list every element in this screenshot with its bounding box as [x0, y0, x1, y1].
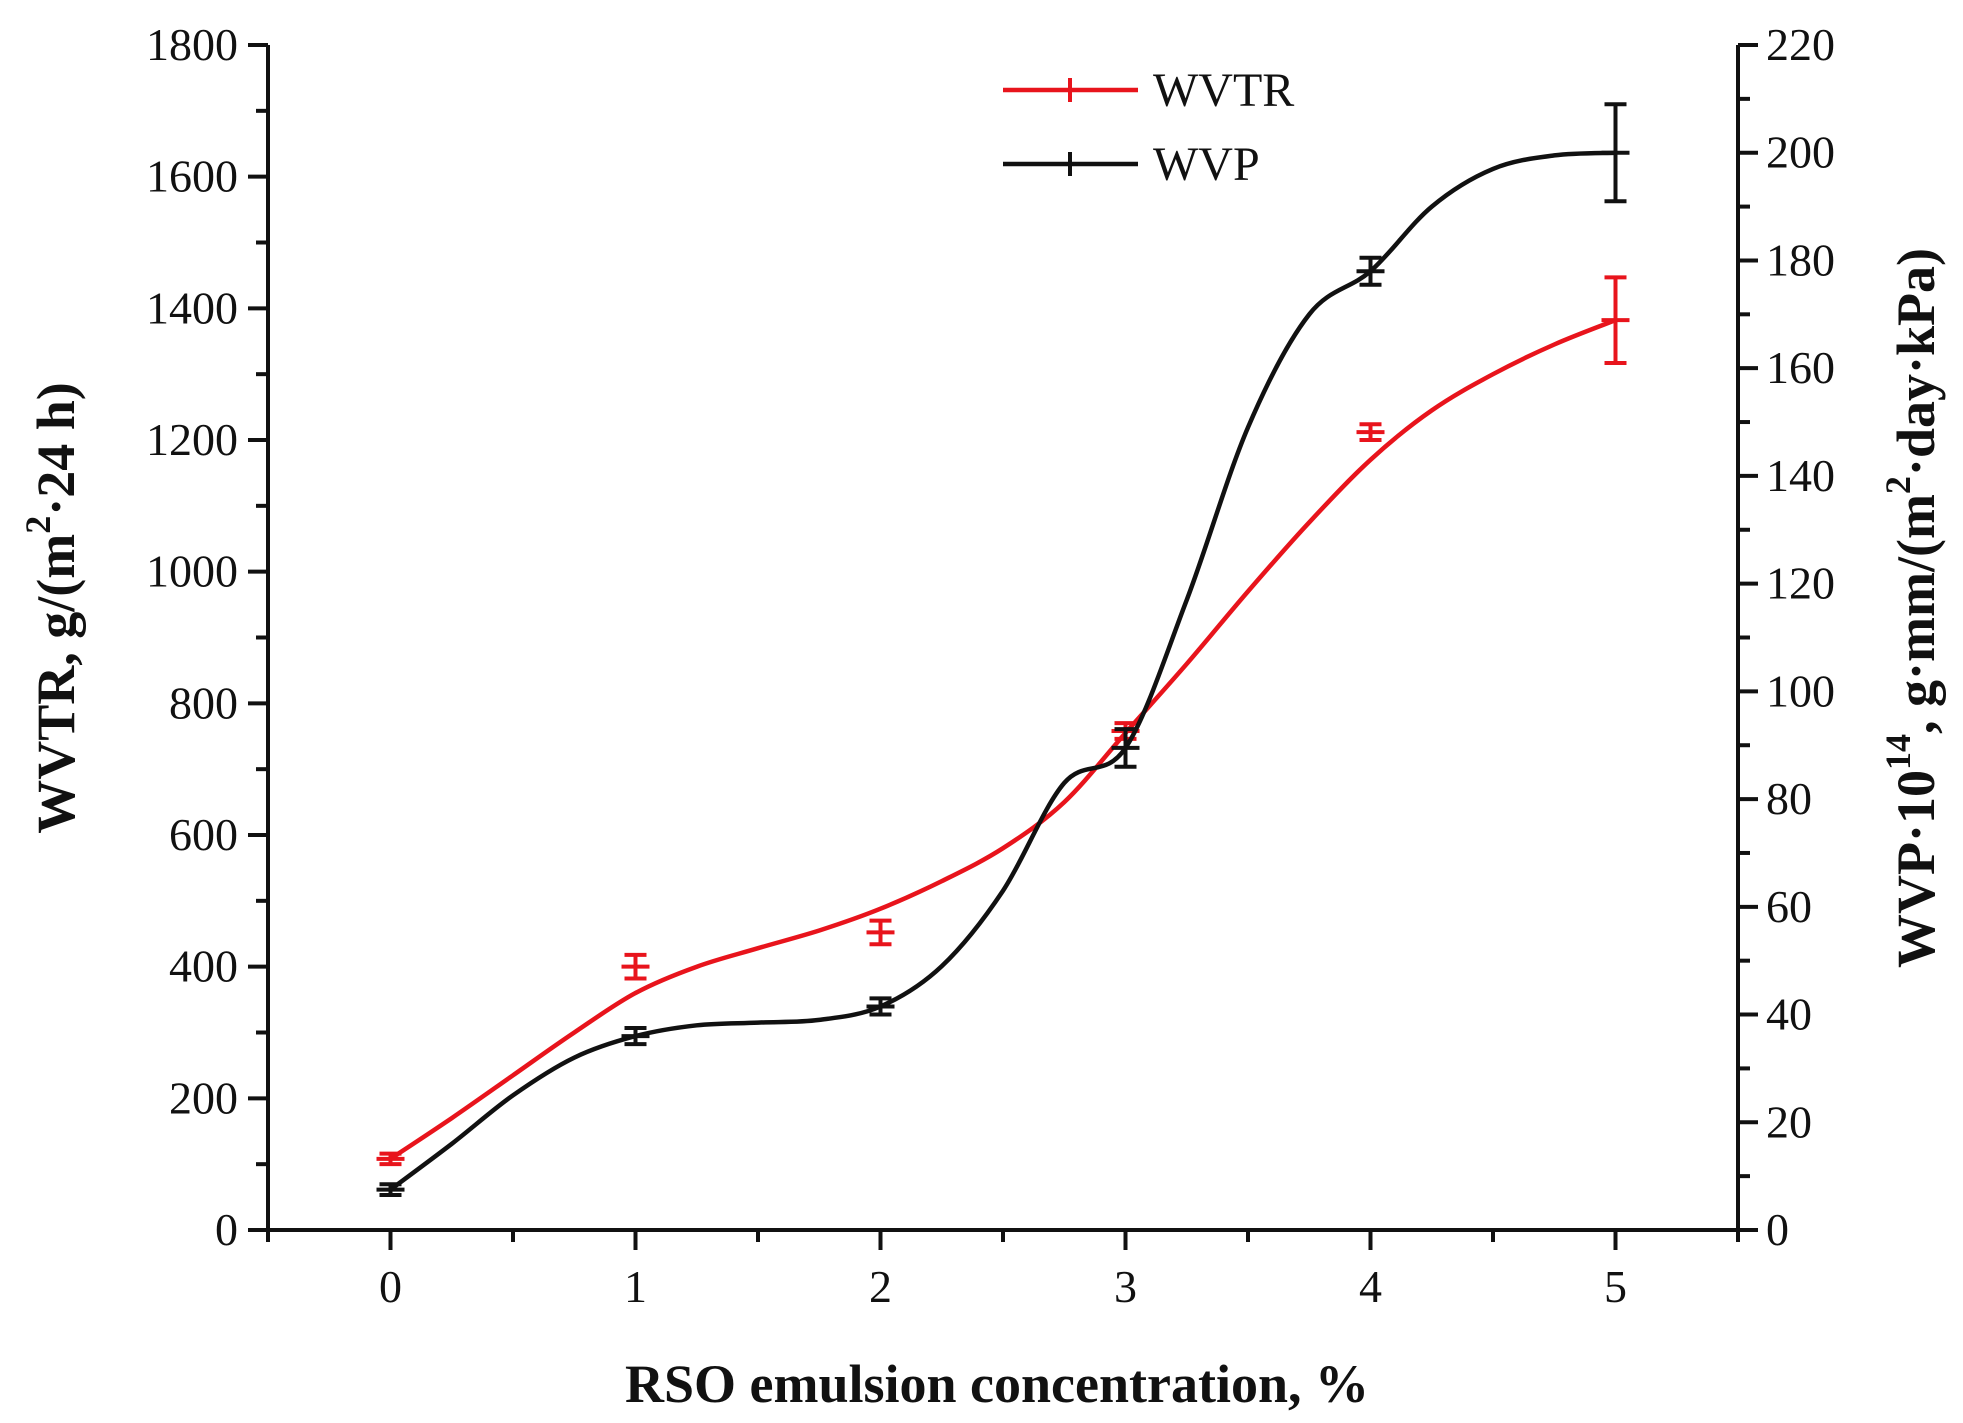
wvp-error-bar: [866, 996, 895, 1017]
y-axis-right-title-part2: , g·mm/(m: [1886, 494, 1946, 734]
y-axis-right-title-part3: ·day·kPa): [1886, 248, 1946, 476]
y-right-tick-label: 80: [1766, 773, 1812, 824]
y-axis-right-title-superscript1: 14: [1878, 734, 1918, 770]
legend-label-wvtr: WVTR: [1153, 64, 1294, 117]
y-axis-right-title-part1: WVP·10: [1886, 770, 1946, 968]
y-axis-left-title-prefix: WVTR, g/(m: [26, 534, 86, 834]
legend-item-wvtr: WVTR: [1003, 64, 1294, 117]
wvp-curve: [389, 150, 1616, 1192]
wvtr-error-bar: [1601, 275, 1630, 365]
y-right-tick-label: 100: [1766, 665, 1835, 716]
y-axis-left-title-superscript: 2: [18, 516, 58, 534]
legend-label-wvp: WVP: [1153, 138, 1260, 191]
series-wvp: [376, 102, 1630, 1197]
series-wvtr: [376, 275, 1630, 1167]
axes: 0 1 2 3 4 5 0 200 400 600 800 1000 1200 1400 1600 1800 0…: [146, 19, 1835, 1312]
x-tick-label: 0: [379, 1261, 402, 1312]
wvp-error-bar: [621, 1026, 650, 1047]
y-right-tick-label: 200: [1766, 127, 1835, 178]
wvtr-error-bar: [1356, 422, 1385, 442]
x-tick-label: 4: [1359, 1261, 1382, 1312]
y-axis-right-title: WVP·1014, g·mm/(m2·day·kPa): [1878, 248, 1946, 968]
y-axis-left-title: WVTR, g/(m2·24 h): [18, 382, 86, 834]
y-left-tick-label: 1000: [146, 546, 238, 597]
x-tick-label: 5: [1604, 1261, 1627, 1312]
y-axis-right-title-superscript2: 2: [1878, 476, 1918, 494]
wvp-error-bar: [1356, 255, 1385, 287]
x-tick-label: 1: [624, 1261, 647, 1312]
legend-item-wvp: WVP: [1003, 138, 1260, 191]
y-left-tick-label: 1400: [146, 282, 238, 333]
wvtr-error-bar: [621, 952, 650, 981]
wvtr-error-bar: [376, 1151, 405, 1167]
y-right-tick-label: 120: [1766, 558, 1835, 609]
x-tick-label: 3: [1114, 1261, 1137, 1312]
x-axis-title: RSO emulsion concentration, %: [625, 1354, 1369, 1414]
y-right-tick-label: 40: [1766, 989, 1812, 1040]
wvp-error-bar: [376, 1182, 405, 1197]
y-right-tick-label: 180: [1766, 234, 1835, 285]
wvp-error-bar: [1601, 102, 1630, 204]
wvp-error-bar: [1111, 727, 1140, 769]
plot-area: [376, 102, 1630, 1197]
y-left-tick-label: 1800: [146, 19, 238, 70]
wvtr-curve: [389, 318, 1617, 1161]
y-right-tick-label: 220: [1766, 19, 1835, 70]
y-right-tick-label: 140: [1766, 450, 1835, 501]
wvtr-error-bar: [866, 918, 895, 947]
y-left-tick-label: 600: [169, 809, 238, 860]
x-tick-label: 2: [869, 1261, 892, 1312]
y-left-tick-label: 400: [169, 941, 238, 992]
y-right-tick-label: 160: [1766, 342, 1835, 393]
y-left-tick-label: 800: [169, 677, 238, 728]
y-right-tick-label: 20: [1766, 1096, 1812, 1147]
y-left-tick-label: 200: [169, 1072, 238, 1123]
y-axis-left-title-suffix: ·24 h): [26, 382, 86, 516]
y-left-tick-label: 1600: [146, 151, 238, 202]
y-left-tick-label: 0: [215, 1204, 238, 1255]
y-right-tick-label: 60: [1766, 881, 1812, 932]
y-left-tick-label: 1200: [146, 414, 238, 465]
legend: WVTR WVP: [1003, 64, 1294, 191]
y-right-tick-label: 0: [1766, 1204, 1789, 1255]
